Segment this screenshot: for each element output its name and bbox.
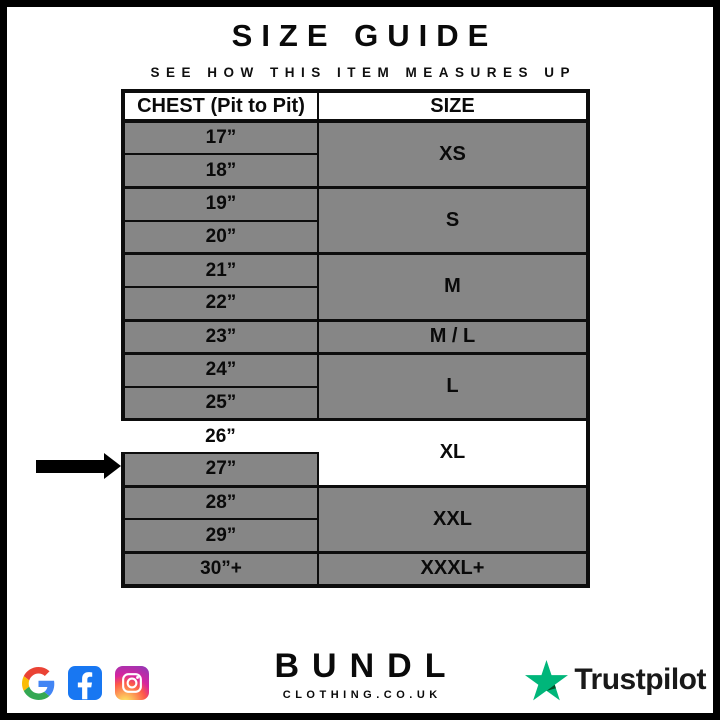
chest-cell: 17” bbox=[122, 119, 319, 156]
arrow-shaft bbox=[36, 460, 104, 473]
size-cell-l: L bbox=[317, 351, 589, 421]
chest-cell: 20” bbox=[122, 219, 319, 255]
size-cell-m: M bbox=[317, 252, 589, 322]
table-row: 21” M bbox=[122, 252, 589, 322]
google-icon bbox=[22, 666, 55, 700]
brand-name: BUNDL bbox=[274, 647, 459, 685]
chest-cell: 29” bbox=[122, 518, 319, 554]
table-row: 23” M / L bbox=[122, 318, 589, 355]
chest-cell: 28” bbox=[122, 484, 319, 521]
chest-cell: 27” bbox=[122, 451, 319, 488]
facebook-icon bbox=[68, 666, 102, 700]
trustpilot-label: Trustpilot bbox=[574, 663, 706, 696]
table-row: 28” XXL bbox=[122, 484, 589, 554]
chest-cell: 25” bbox=[122, 385, 319, 421]
size-guide-table: CHEST (Pit to Pit) SIZE 17” XS 18” 19” S… bbox=[121, 89, 590, 588]
selection-arrow-icon bbox=[36, 453, 121, 480]
table-row: 19” S bbox=[122, 185, 589, 255]
size-cell-xxl: XXL bbox=[317, 484, 589, 554]
brand-logo: BUNDL CLOTHING.CO.UK bbox=[262, 647, 459, 701]
brand-domain: CLOTHING.CO.UK bbox=[282, 689, 442, 701]
size-guide-page: SIZE GUIDE SEE HOW THIS ITEM MEASURES UP… bbox=[7, 7, 713, 713]
size-cell-xl-selected: XL bbox=[317, 418, 589, 488]
chest-cell: 19” bbox=[122, 185, 319, 222]
table-row: 18” bbox=[122, 153, 588, 189]
table-row: 17” XS bbox=[122, 119, 589, 189]
size-cell-s: S bbox=[317, 185, 589, 255]
chest-cell: 24” bbox=[122, 351, 319, 388]
chest-cell: 22” bbox=[122, 285, 319, 322]
chest-cell-selected: 26” bbox=[123, 418, 318, 454]
table-row: 30”+ XXXL+ bbox=[122, 550, 589, 587]
chest-cell: 18” bbox=[122, 153, 319, 189]
column-header-size: SIZE bbox=[317, 90, 589, 123]
trustpilot-star-icon bbox=[525, 659, 569, 701]
table-row: 20” bbox=[122, 219, 588, 255]
table-row-highlighted: 26” XL bbox=[123, 418, 589, 488]
arrow-head bbox=[104, 453, 121, 479]
table-row: 27” bbox=[122, 451, 588, 488]
table-row: 22” bbox=[122, 285, 588, 322]
chest-cell: 23” bbox=[122, 318, 319, 355]
social-icons bbox=[22, 666, 149, 700]
column-header-chest: CHEST (Pit to Pit) bbox=[122, 90, 319, 123]
size-cell-xxxl: XXXL+ bbox=[317, 550, 589, 587]
table-row: 24” L bbox=[122, 351, 589, 421]
table-header-row: CHEST (Pit to Pit) SIZE bbox=[122, 90, 589, 123]
chest-cell: 30”+ bbox=[122, 550, 319, 587]
trustpilot-logo: Trustpilot bbox=[525, 659, 706, 701]
table-row: 29” bbox=[122, 518, 588, 554]
instagram-icon bbox=[115, 666, 149, 700]
size-cell-xs: XS bbox=[317, 119, 589, 189]
size-cell-m-l: M / L bbox=[317, 318, 589, 355]
page-title: SIZE GUIDE bbox=[231, 18, 498, 53]
chest-cell: 21” bbox=[122, 252, 319, 288]
page-subtitle: SEE HOW THIS ITEM MEASURES UP bbox=[150, 65, 577, 80]
table-row: 25” bbox=[122, 385, 588, 421]
